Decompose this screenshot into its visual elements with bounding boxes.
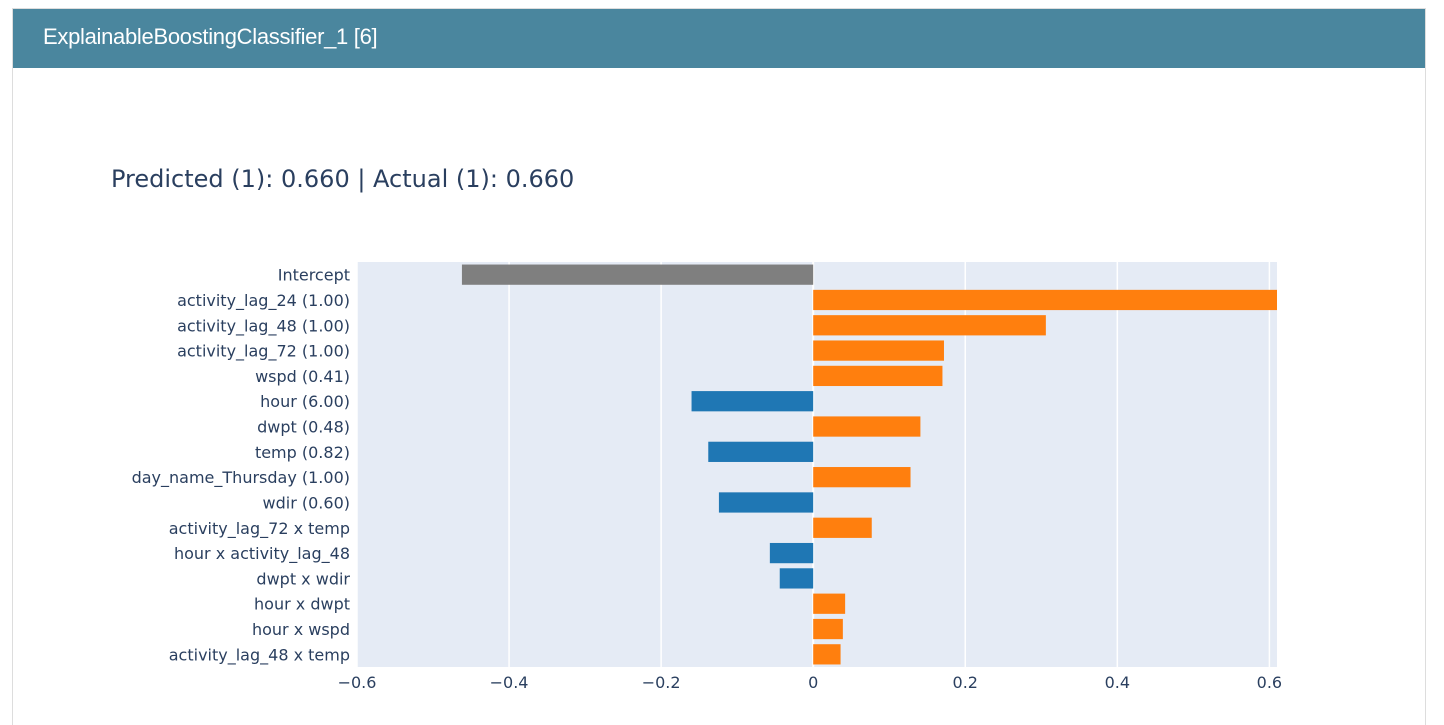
y-tick-label: activity_lag_48 x temp (169, 645, 350, 665)
bar[interactable] (779, 568, 814, 589)
bars (461, 264, 1277, 665)
y-tick-label: wdir (0.60) (263, 493, 350, 512)
y-tick-label: day_name_Thursday (1.00) (132, 468, 350, 488)
y-tick-label: hour (6.00) (260, 392, 350, 411)
bar[interactable] (769, 542, 814, 564)
bar[interactable] (718, 492, 814, 513)
panel-title: ExplainableBoostingClassifier_1 [6] (43, 24, 378, 49)
bar[interactable] (813, 644, 841, 665)
x-tick-label: 0 (808, 673, 818, 692)
y-tick-label: dwpt (0.48) (257, 418, 350, 437)
bar[interactable] (813, 467, 911, 488)
bar[interactable] (461, 264, 814, 285)
x-tick-label: −0.2 (642, 673, 681, 692)
x-tick-label: −0.4 (490, 673, 529, 692)
bar[interactable] (691, 391, 814, 412)
panel-header[interactable]: ExplainableBoostingClassifier_1 [6] (13, 9, 1425, 68)
x-tick-label: 0.4 (1105, 673, 1130, 692)
bar[interactable] (813, 416, 921, 437)
x-tick-labels: −0.6 −0.4 −0.2 0 0.2 0.4 0.6 (338, 673, 1283, 692)
bar[interactable] (813, 365, 943, 387)
bar[interactable] (813, 618, 843, 640)
y-tick-label: dwpt x wdir (256, 569, 350, 588)
y-tick-label: hour x dwpt (254, 595, 350, 614)
y-tick-labels: Intercept activity_lag_24 (1.00) activity_… (132, 266, 351, 666)
y-tick-label: activity_lag_24 (1.00) (177, 291, 350, 311)
x-tick-label: 0.2 (953, 673, 978, 692)
bar[interactable] (813, 593, 846, 614)
bar[interactable] (813, 315, 1046, 336)
y-tick-label: hour x wspd (252, 620, 350, 639)
y-tick-label: activity_lag_72 (1.00) (177, 342, 350, 362)
y-tick-label: activity_lag_48 (1.00) (177, 316, 350, 336)
bar[interactable] (813, 289, 1277, 311)
bar[interactable] (708, 441, 814, 462)
chart-title: Predicted (1): 0.660 | Actual (1): 0.660 (111, 165, 574, 193)
bar[interactable] (813, 340, 944, 361)
y-tick-label: wspd (0.41) (255, 367, 350, 386)
x-tick-label: 0.6 (1257, 673, 1282, 692)
y-tick-label: activity_lag_72 x temp (169, 519, 350, 539)
bar[interactable] (813, 517, 872, 538)
y-tick-label: hour x activity_lag_48 (174, 544, 350, 564)
x-tick-label: −0.6 (338, 673, 377, 692)
y-tick-label: temp (0.82) (255, 443, 350, 462)
y-tick-label: Intercept (278, 266, 350, 285)
